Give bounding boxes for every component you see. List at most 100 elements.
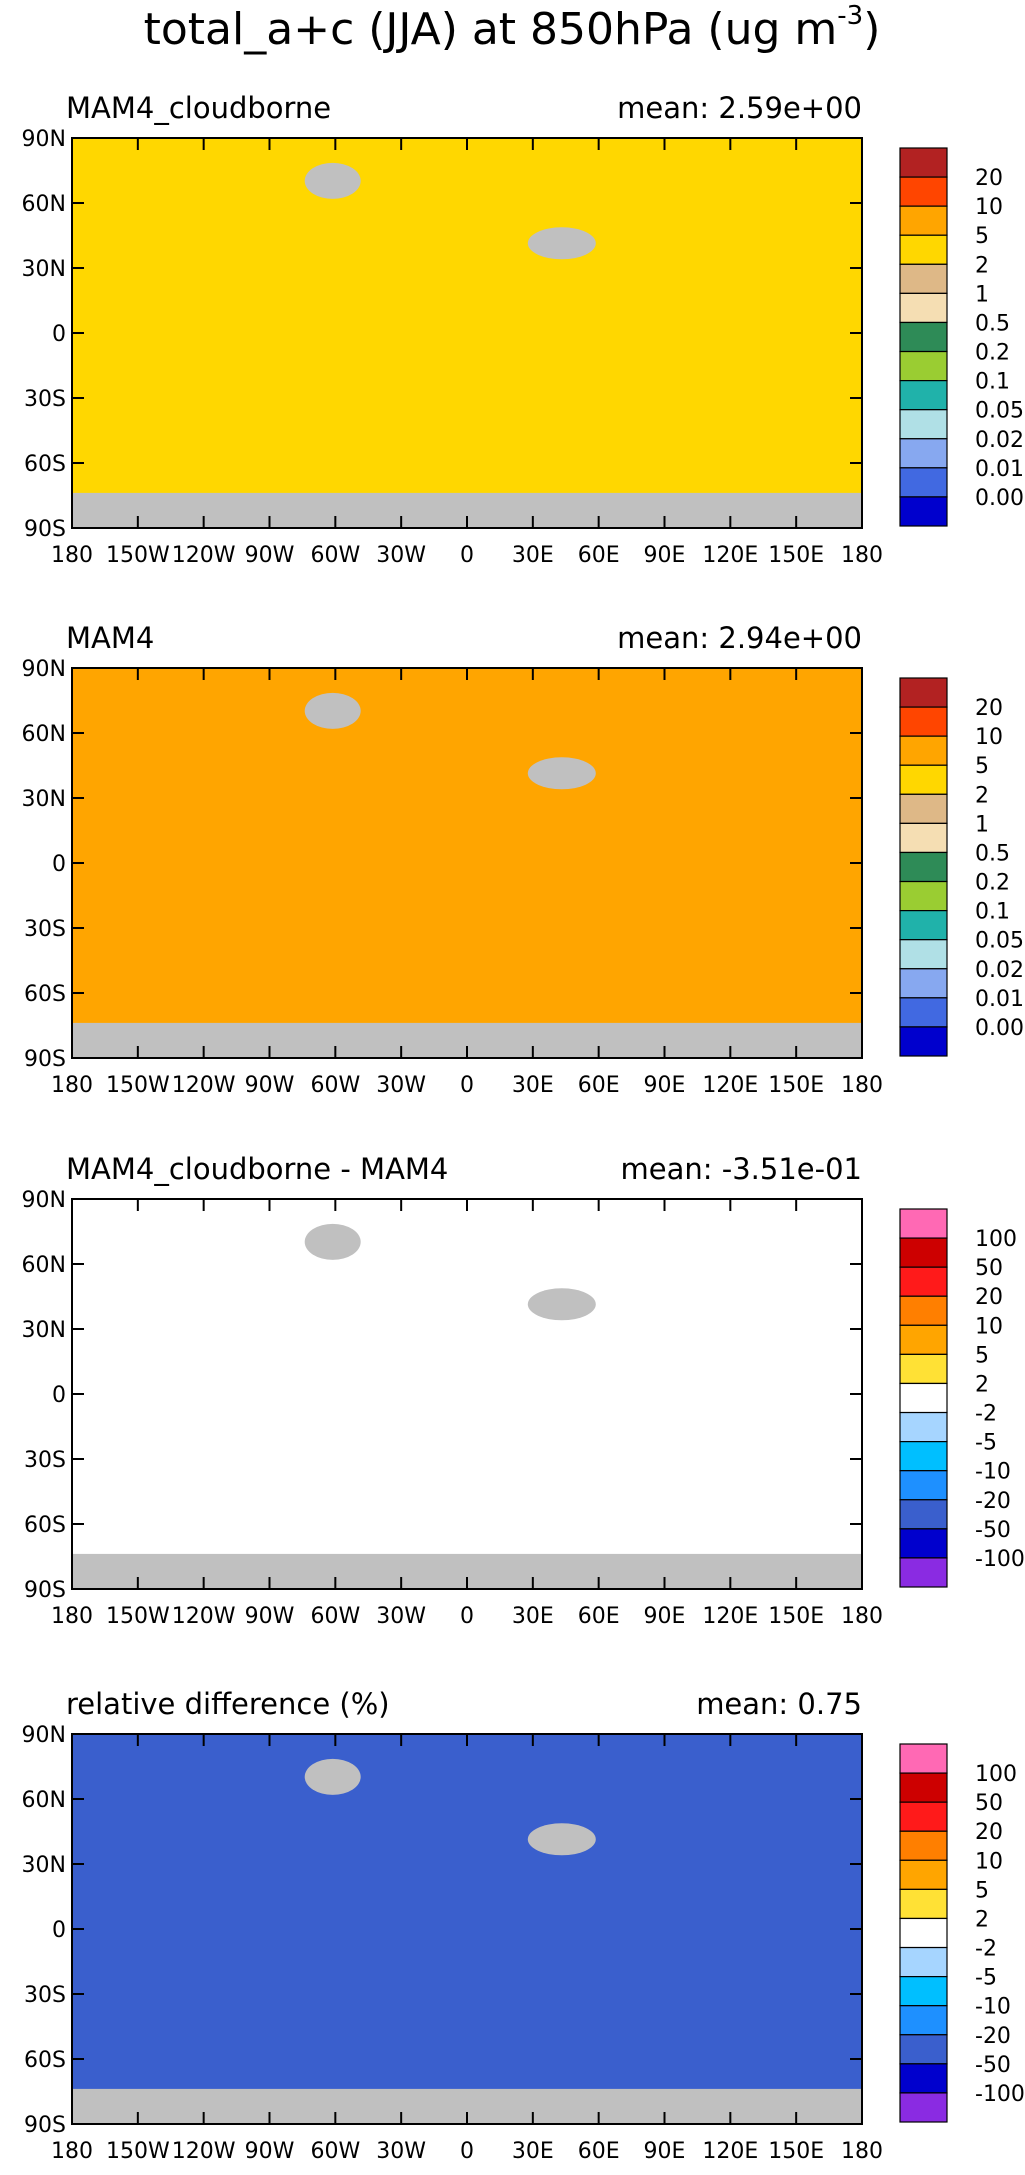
x-tick-label: 60E	[578, 2139, 620, 2164]
legend-label: 2	[975, 1372, 989, 1397]
legend-swatch	[899, 939, 948, 970]
legend-swatch	[899, 910, 948, 941]
panel-mean: mean: 0.75	[696, 1687, 862, 1721]
legend-label: -100	[975, 1547, 1025, 1572]
legend-swatch	[899, 380, 948, 411]
figure-title-main: total_a+c (JJA) at 850hPa (ug m	[144, 4, 838, 55]
legend-label: 0.01	[975, 987, 1024, 1012]
legend: 20 10 5 2 1 0.5 0.2 0.1 0.05 0.02 0.01 0.005	[899, 677, 1025, 1057]
legend-label: 0.005	[975, 1016, 1025, 1041]
legend-label: 5	[975, 754, 989, 779]
y-tick-label: 60S	[24, 2048, 66, 2073]
panels: MAM4_cloudborne mean: 2.59e+00 90N 60N 30N 0 3…	[22, 91, 1025, 2164]
y-tick-label: 0	[52, 1918, 66, 1943]
y-tick-label: 30S	[24, 1983, 66, 2008]
legend-swatch	[899, 1859, 948, 1890]
legend-label: -10	[975, 1995, 1011, 2020]
x-tick-label: 150E	[768, 543, 824, 568]
legend-label: 10	[975, 1849, 1003, 1874]
legend-label: 2	[975, 783, 989, 808]
legend-label: 0.1	[975, 900, 1010, 925]
y-tick-label: 90S	[24, 517, 66, 542]
legend-label: -10	[975, 1460, 1011, 1485]
legend-label: 0.5	[975, 311, 1010, 336]
y-tick-label: 0	[52, 852, 66, 877]
x-tick-label: 120W	[172, 543, 236, 568]
legend-label: 100	[975, 1762, 1017, 1787]
panel-title: relative difference (%)	[66, 1687, 390, 1721]
y-tick-label: 60S	[24, 1513, 66, 1538]
legend-label: 100	[975, 1227, 1017, 1252]
x-tick-label: 30W	[376, 543, 426, 568]
figure-title-close: )	[863, 4, 880, 55]
map-field	[72, 668, 862, 1058]
x-tick-label: 120W	[172, 1073, 236, 1098]
legend-label: 0.005	[975, 486, 1025, 511]
legend-swatch	[899, 176, 948, 207]
y-tick-label: 30S	[24, 917, 66, 942]
y-tick-label: 90N	[22, 127, 66, 152]
legend-swatch	[899, 1946, 948, 1978]
legend-swatch	[899, 1382, 948, 1414]
x-tick-label: 0	[460, 543, 474, 568]
x-tick-label: 60E	[578, 1604, 620, 1629]
y-tick-label: 30S	[24, 387, 66, 412]
x-tick-label: 180	[841, 2139, 883, 2164]
legend-swatch	[899, 205, 948, 236]
greenland-mask	[304, 1223, 361, 1260]
x-tick-label: 30E	[512, 1073, 554, 1098]
legend-label: 5	[975, 1878, 989, 1903]
x-tick-label: 120E	[702, 543, 758, 568]
legend-label: -50	[975, 2053, 1011, 2078]
y-tick-label: 90S	[24, 2113, 66, 2138]
x-tick-label: 180	[841, 543, 883, 568]
greenland-mask	[304, 162, 361, 199]
legend-label: -50	[975, 1518, 1011, 1543]
legend-swatch	[899, 822, 948, 854]
legend-label: 10	[975, 725, 1003, 750]
x-tick-label: 60W	[310, 1604, 360, 1629]
legend: 100 50 20 10 5 2 -2 -5 -10 -20 -50 -100	[899, 1743, 1025, 2123]
legend-label: 0.2	[975, 341, 1010, 366]
y-tick-label: 30S	[24, 1448, 66, 1473]
legend-label: 20	[975, 1285, 1003, 1310]
x-tick-label: 120W	[172, 2139, 236, 2164]
legend-label: 10	[975, 1314, 1003, 1339]
legend-swatch	[899, 1441, 948, 1472]
y-tick-label: 90S	[24, 1578, 66, 1603]
x-tick-label: 60W	[310, 1073, 360, 1098]
legend-swatch	[899, 2092, 948, 2123]
y-tick-label: 60N	[22, 1788, 66, 1813]
x-tick-label: 0	[460, 2139, 474, 2164]
legend-swatch	[899, 496, 948, 527]
legend-label: 20	[975, 166, 1003, 191]
legend-label: 10	[975, 195, 1003, 220]
legend-label: 1	[975, 812, 989, 837]
y-tick-label: 60S	[24, 452, 66, 477]
x-tick-label: 150W	[106, 543, 170, 568]
legend-label: 20	[975, 1820, 1003, 1845]
x-tick-label: 120E	[702, 1604, 758, 1629]
y-tick-label: 60N	[22, 192, 66, 217]
x-tick-label: 180	[841, 1604, 883, 1629]
legend-label: -20	[975, 2024, 1011, 2049]
legend-label: -20	[975, 1489, 1011, 1514]
legend-label: 0.05	[975, 399, 1024, 424]
x-tick-label: 30E	[512, 1604, 554, 1629]
legend-swatch	[899, 880, 948, 912]
legend-label: 0.02	[975, 428, 1024, 453]
y-tick-label: 90N	[22, 1188, 66, 1213]
map-field	[72, 138, 862, 528]
y-tick-label: 90N	[22, 657, 66, 682]
x-tick-label: 60E	[578, 543, 620, 568]
x-tick-label: 150W	[106, 1604, 170, 1629]
x-tick-label: 30W	[376, 1604, 426, 1629]
x-tick-label: 120E	[702, 1073, 758, 1098]
y-tick-label: 60N	[22, 1253, 66, 1278]
legend-swatch	[899, 467, 948, 498]
legend-label: 5	[975, 1343, 989, 1368]
x-tick-label: 30E	[512, 2139, 554, 2164]
legend-swatch	[899, 263, 948, 294]
legend-swatch	[899, 1772, 948, 1803]
